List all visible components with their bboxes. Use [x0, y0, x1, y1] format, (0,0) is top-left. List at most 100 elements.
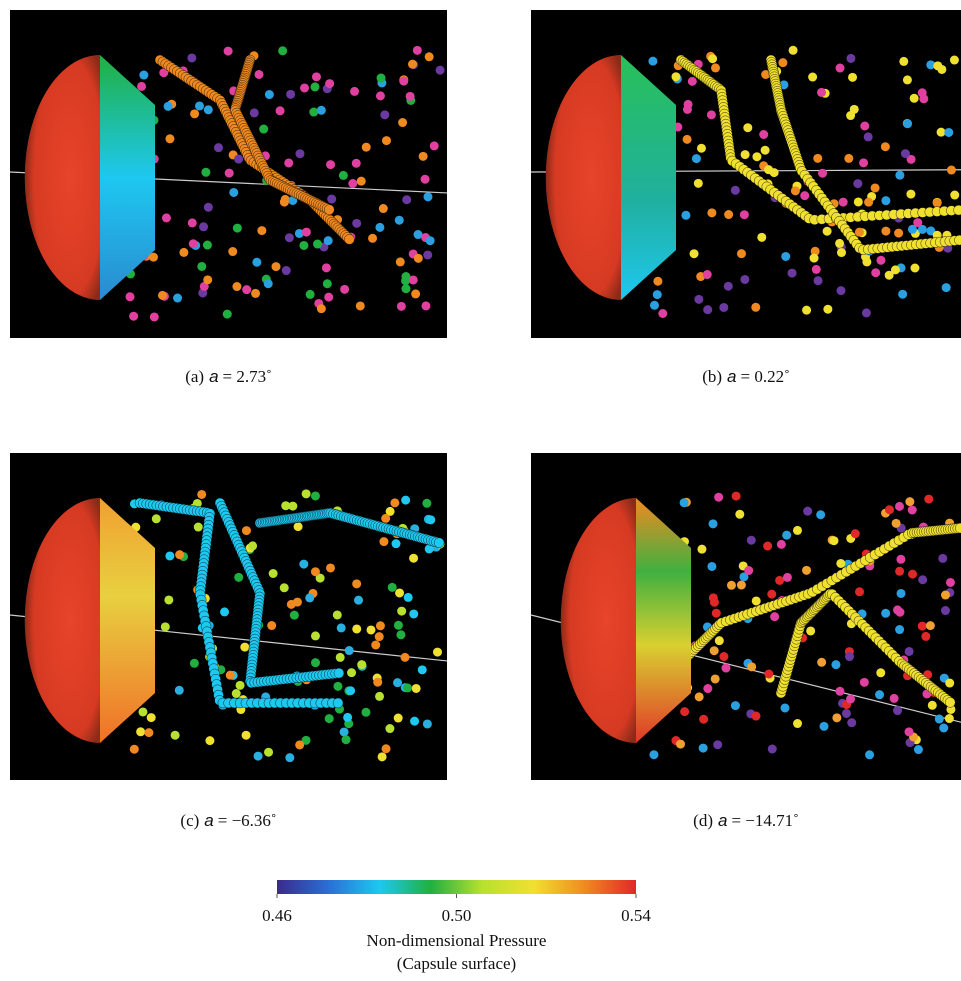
particle — [709, 519, 718, 528]
particle — [747, 536, 756, 545]
particle — [814, 276, 823, 285]
particle — [895, 502, 904, 511]
particle — [764, 165, 773, 174]
particle — [310, 82, 319, 91]
caption-value: = −14.71˚ — [731, 811, 798, 830]
particle — [203, 241, 212, 250]
particle — [945, 679, 954, 688]
particle — [240, 643, 249, 652]
particle — [836, 286, 845, 295]
particle — [817, 88, 826, 97]
particle — [694, 179, 703, 188]
particle — [312, 72, 321, 81]
particle — [333, 610, 342, 619]
particle — [165, 551, 174, 560]
particle — [836, 559, 845, 568]
particle — [144, 728, 153, 737]
particle — [802, 306, 811, 315]
particle — [333, 682, 342, 691]
particle — [683, 105, 692, 114]
particle — [255, 70, 264, 79]
particle — [848, 73, 857, 82]
particle — [894, 229, 903, 238]
particle — [379, 537, 388, 546]
particle — [708, 54, 717, 63]
particle — [653, 277, 662, 286]
particle — [313, 240, 322, 249]
particle — [950, 56, 959, 65]
particle — [336, 653, 345, 662]
particle — [223, 310, 232, 319]
particle — [380, 110, 389, 119]
particle — [903, 75, 912, 84]
particle — [719, 652, 728, 661]
particle — [947, 166, 956, 175]
particle — [837, 248, 846, 257]
particle — [254, 752, 263, 761]
particle — [777, 540, 786, 549]
particle — [789, 46, 798, 55]
particle — [257, 226, 266, 235]
particle — [179, 248, 188, 257]
particle — [865, 750, 874, 759]
particle — [401, 653, 410, 662]
particle — [398, 118, 407, 127]
particle — [426, 236, 435, 245]
particle — [703, 270, 712, 279]
particle — [259, 125, 268, 134]
particle — [242, 526, 251, 535]
particle — [423, 719, 432, 728]
particle — [399, 77, 408, 86]
particle — [697, 545, 706, 554]
caption-value: = 0.22˚ — [741, 367, 790, 386]
particle-stream — [344, 234, 354, 244]
particle — [817, 658, 826, 667]
particle — [808, 73, 817, 82]
particle — [173, 294, 182, 303]
particle — [829, 536, 838, 545]
particle — [406, 92, 415, 101]
caption-symbol: a — [204, 811, 213, 830]
particle — [165, 134, 174, 143]
particle-stream — [434, 538, 444, 548]
particle — [649, 750, 658, 759]
particle — [147, 713, 156, 722]
particle — [342, 735, 351, 744]
particle-stream — [324, 205, 334, 215]
particle — [250, 108, 259, 117]
particle — [908, 570, 917, 579]
particle — [357, 660, 366, 669]
particle — [945, 714, 954, 723]
particle — [648, 57, 657, 66]
particle — [782, 531, 791, 540]
particle — [692, 154, 701, 163]
caption-value: = 2.73˚ — [223, 367, 272, 386]
caption: (b)a= 0.22˚ — [702, 367, 790, 386]
particle — [252, 258, 261, 267]
particle — [395, 588, 404, 597]
particle — [928, 701, 937, 710]
particle — [788, 269, 797, 278]
particle — [422, 499, 431, 508]
particle — [375, 632, 384, 641]
particle — [895, 625, 904, 634]
particle — [397, 302, 406, 311]
particle — [688, 77, 697, 86]
particle — [409, 275, 418, 284]
particle — [378, 752, 387, 761]
particle — [924, 495, 933, 504]
particle — [340, 727, 349, 736]
particle — [433, 648, 442, 657]
particle — [311, 658, 320, 667]
particle — [430, 141, 439, 150]
particle — [680, 498, 689, 507]
particle — [284, 158, 293, 167]
particle — [187, 53, 196, 62]
particle — [671, 72, 680, 81]
particle — [175, 550, 184, 559]
particle — [881, 142, 890, 151]
particle — [393, 678, 402, 687]
particle — [731, 186, 740, 195]
particle — [413, 46, 422, 55]
particle — [205, 736, 214, 745]
